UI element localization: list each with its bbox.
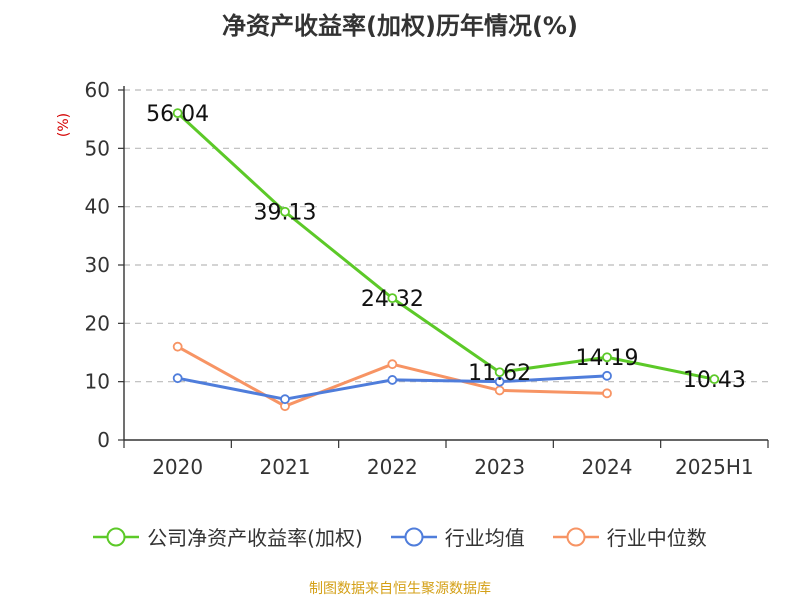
legend-marker-icon — [93, 527, 140, 546]
y-tick-label: 0 — [97, 428, 110, 452]
legend-item: 行业中位数 — [552, 522, 707, 551]
data-label: 39.13 — [254, 201, 317, 226]
x-tick-label: 2021 — [260, 455, 311, 479]
data-point — [280, 206, 290, 217]
data-point — [709, 374, 720, 385]
legend: 公司净资产收益率(加权) 行业均值 行业中位数 — [0, 522, 800, 551]
y-tick-label: 50 — [85, 136, 110, 160]
y-tick-label: 10 — [85, 370, 110, 394]
data-point — [494, 376, 505, 387]
x-tick-label: 2025H1 — [675, 455, 754, 479]
axes: 0 10 20 30 40 50 60 2020 2021 2022 2023 2024 2025H1 — [85, 78, 769, 479]
legend-label: 行业均值 — [444, 526, 525, 550]
data-point — [494, 385, 505, 396]
data-point — [172, 108, 183, 118]
legend-marker-icon — [390, 527, 437, 546]
x-tick-label: 2020 — [152, 455, 203, 479]
data-point — [387, 293, 398, 304]
y-tick-label: 20 — [85, 311, 110, 335]
legend-label: 公司净资产收益率(加权) — [147, 526, 363, 550]
data-point — [280, 394, 290, 405]
data-point — [602, 352, 612, 363]
legend-label: 行业中位数 — [606, 526, 707, 550]
legend-circle — [106, 527, 126, 546]
data-label: 56.04 — [146, 102, 209, 127]
data-label-layer: 56.04 39.13 24.32 11.62 14.19 10.43 — [146, 102, 746, 393]
legend-circle — [566, 527, 586, 546]
data-point — [172, 341, 183, 352]
data-point — [172, 373, 183, 384]
legend-marker-icon — [552, 527, 599, 546]
source-note: 制图数据来自恒生聚源数据库 — [309, 581, 491, 597]
data-label: 11.62 — [468, 361, 531, 386]
legend-item: 公司净资产收益率(加权) — [93, 522, 363, 551]
data-point — [494, 367, 505, 378]
series-layer — [172, 108, 720, 412]
legend-item: 行业均值 — [390, 522, 525, 551]
data-label: 24.32 — [361, 287, 424, 312]
data-label: 14.19 — [576, 346, 639, 371]
x-tick-label: 2023 — [474, 455, 525, 479]
x-tick-label: 2022 — [367, 455, 418, 479]
data-label: 10.43 — [683, 368, 746, 393]
y-axis-label: (%) — [56, 113, 72, 137]
data-point — [602, 370, 612, 381]
grid-lines — [124, 89, 768, 383]
y-tick-label: 60 — [85, 78, 110, 102]
series-line — [176, 111, 715, 381]
y-tick-label: 30 — [85, 253, 110, 277]
y-tick-label: 40 — [85, 195, 110, 219]
data-point — [387, 359, 398, 370]
legend-circle — [404, 527, 424, 546]
data-point — [387, 375, 398, 385]
x-tick-label: 2024 — [582, 455, 633, 479]
chart-title: 净资产收益率(加权)历年情况(%) — [222, 12, 578, 40]
data-point — [602, 388, 612, 399]
